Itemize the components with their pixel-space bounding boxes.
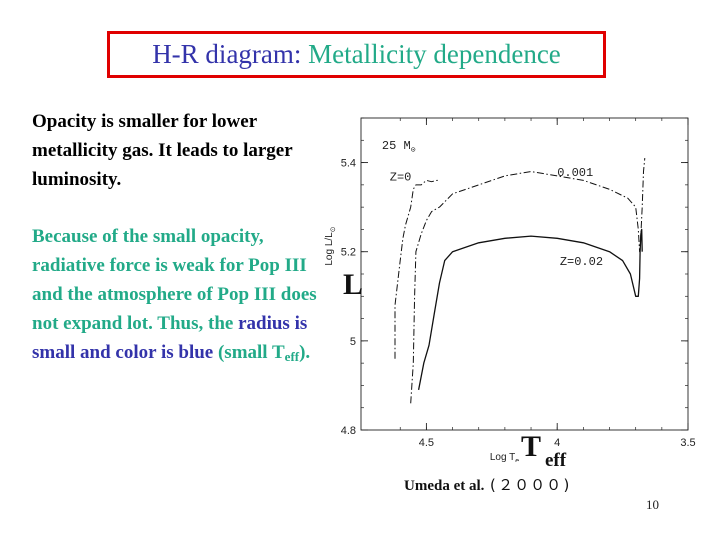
paragraph-opacity: Opacity is smaller for lower metallicity…: [32, 111, 293, 190]
paragraph-end: ).: [299, 342, 311, 363]
slide-title: H-R diagram: Metallicity dependence: [107, 31, 606, 78]
chart-frame: [360, 117, 689, 431]
series-line-0-001: [410, 158, 646, 404]
paragraph-pop-iii: Because of the small opacity, radiative …: [32, 222, 332, 367]
y-axis-label: Log L/L⊙: [324, 226, 337, 265]
y-tick-label: 4.8: [341, 425, 356, 437]
chart-series: [394, 158, 646, 404]
x-tick-label: 4.5: [419, 437, 434, 449]
page-number: 10: [646, 497, 659, 512]
x-axis-label-sub: e: [515, 458, 519, 462]
teff-subscript: eff: [284, 349, 300, 364]
x-axis-label: Log Te: [490, 452, 519, 462]
hr-diagram-chart: 4.5 4 3.5 4.8 5 5.2 5.4 Log Te Log L/L⊙ 25 M⊙ Z=0…: [324, 117, 696, 462]
series-line-z-0-02: [417, 228, 643, 391]
chart-ticks: 4.5 4 3.5 4.8 5 5.2 5.4 Log Te Log L/L⊙: [324, 117, 696, 462]
paragraph-green-text: Because of the small opacity, radiative …: [32, 226, 317, 334]
overlay-eff-subscript: eff: [545, 450, 567, 471]
citation-year: (２０００): [488, 476, 573, 494]
y-tick-label: 5.4: [341, 158, 356, 170]
chart-annotation: Z=0.02: [560, 255, 603, 269]
citation-authors: Umeda et al.: [404, 478, 485, 494]
chart-annotation: 25 M⊙: [382, 139, 416, 155]
title-part-2: Metallicity dependence: [308, 39, 561, 69]
chart-annotation: Z=0: [390, 170, 412, 184]
y-tick-label: 5.2: [341, 247, 356, 259]
chart-annotation: 0.001: [557, 166, 593, 180]
y-axis-label-sub: ⊙: [330, 226, 337, 232]
overlay-luminosity-label: L: [343, 268, 364, 301]
overlay-temperature-label: T: [521, 430, 542, 463]
plot-frame: [360, 117, 689, 431]
y-tick-label: 5: [350, 336, 356, 348]
citation-caption: Umeda et al. (２０００): [404, 474, 572, 495]
chart-annotations: 25 M⊙ Z=0 0.001 Z=0.02: [382, 139, 603, 269]
x-tick-label: 3.5: [680, 437, 695, 449]
paragraph-small-teff: (small T: [217, 342, 285, 363]
paragraph-blue-text: radius is small and color is blue: [32, 313, 308, 363]
title-part-1: H-R diagram:: [152, 39, 302, 69]
x-tick-label: 4: [554, 437, 560, 449]
series-line-z-0: [394, 179, 440, 359]
chart-annotation-sub: ⊙: [411, 146, 416, 155]
